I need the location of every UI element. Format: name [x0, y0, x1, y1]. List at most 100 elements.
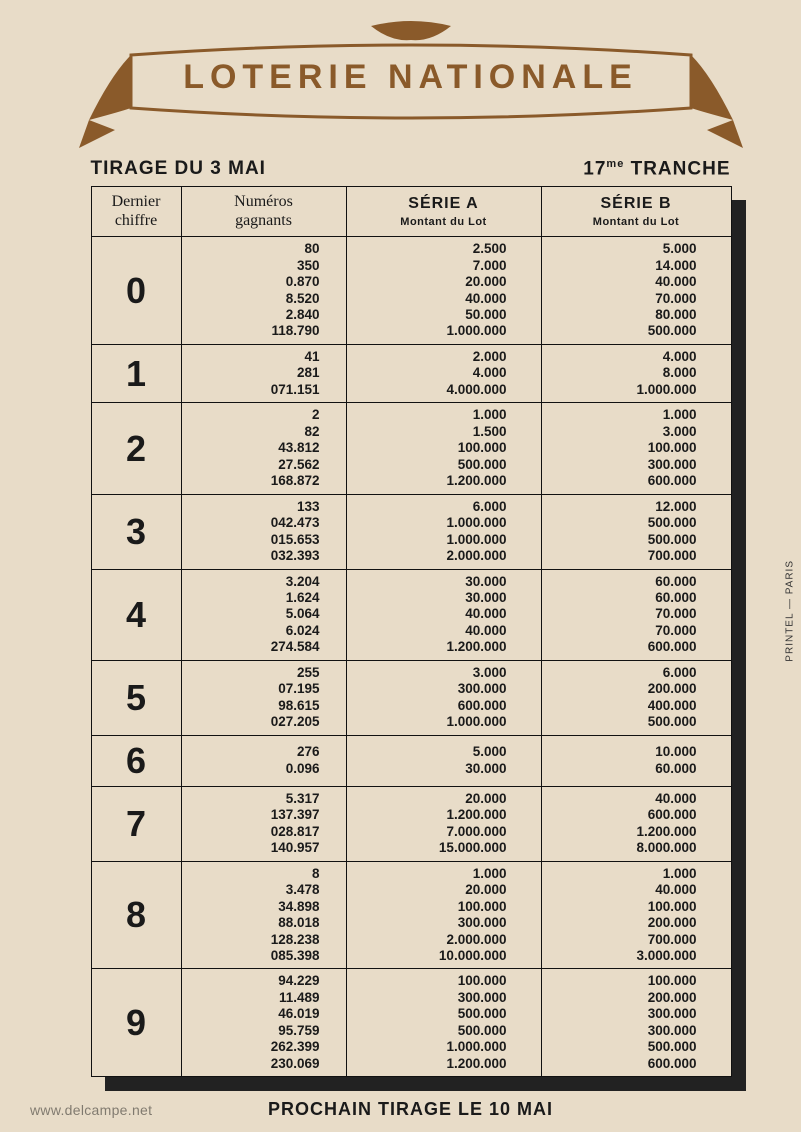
serie-b-amount-value: 3.000: [548, 424, 697, 440]
table-row: 228243.81227.562168.8721.0001.500100.000…: [91, 403, 731, 494]
winning-numbers-value: 137.397: [188, 807, 320, 823]
serie-a-amount: 5.00030.000: [346, 735, 541, 786]
serie-a-amount-value: 100.000: [353, 899, 507, 915]
winning-numbers-value: 0.096: [188, 761, 320, 777]
serie-a-amount-value: 20.000: [353, 882, 507, 898]
winning-numbers-value: 11.489: [188, 990, 320, 1006]
winning-numbers-value: 168.872: [188, 473, 320, 489]
serie-b-amount-value: 500.000: [548, 515, 697, 531]
winning-numbers-value: 82: [188, 424, 320, 440]
results-tbody: 0803500.8708.5202.840118.7902.5007.00020…: [91, 237, 731, 1077]
table-row: 62760.0965.00030.00010.00060.000: [91, 735, 731, 786]
winning-numbers-value: 3.478: [188, 882, 320, 898]
serie-b-amount-value: 1.000: [548, 866, 697, 882]
serie-b-amount-value: 1.000.000: [548, 382, 697, 398]
next-draw-footer: PROCHAIN TIRAGE LE 10 MAI: [60, 1099, 761, 1120]
serie-b-amount-value: 1.200.000: [548, 824, 697, 840]
last-digit: 2: [91, 403, 181, 494]
winning-numbers-value: 276: [188, 744, 320, 760]
serie-b-amount-value: 5.000: [548, 241, 697, 257]
serie-a-amount-value: 100.000: [353, 440, 507, 456]
winning-numbers-value: 2.840: [188, 307, 320, 323]
serie-b-amount-value: 300.000: [548, 457, 697, 473]
winning-numbers-value: 027.205: [188, 714, 320, 730]
lottery-results-page: LOTERIE NATIONALE TIRAGE DU 3 MAI 17me T…: [0, 0, 801, 1132]
winning-numbers-value: 140.957: [188, 840, 320, 856]
winning-numbers: 133042.473015.653032.393: [181, 494, 346, 569]
serie-a-amount-value: 7.000: [353, 258, 507, 274]
serie-b-amount-value: 500.000: [548, 323, 697, 339]
winning-numbers: 5.317137.397028.817140.957: [181, 786, 346, 861]
winning-numbers: 94.22911.48946.01995.759262.399230.069: [181, 969, 346, 1077]
serie-b-amount-value: 70.000: [548, 606, 697, 622]
draw-date: TIRAGE DU 3 MAI: [91, 158, 266, 180]
serie-a-amount: 3.000300.000600.0001.000.000: [346, 660, 541, 735]
winning-numbers-value: 128.238: [188, 932, 320, 948]
table-row: 3133042.473015.653032.3936.0001.000.0001…: [91, 494, 731, 569]
serie-b-title: SÉRIE B: [600, 195, 671, 212]
serie-b-amount: 1.0003.000100.000300.000600.000: [541, 403, 731, 494]
results-table-wrap: Dernier chiffre Numéros gagnants SÉRIE A…: [91, 186, 731, 1077]
serie-a-amount-value: 500.000: [353, 1006, 507, 1022]
serie-a-amount-value: 4.000.000: [353, 382, 507, 398]
last-digit: 7: [91, 786, 181, 861]
winning-numbers-value: 1.624: [188, 590, 320, 606]
serie-b-amount-value: 300.000: [548, 1023, 697, 1039]
serie-a-amount-value: 500.000: [353, 1023, 507, 1039]
serie-b-subtitle: Montant du Lot: [546, 216, 727, 229]
winning-numbers: 41281071.151: [181, 344, 346, 402]
col-header-serie-b: SÉRIE B Montant du Lot: [541, 187, 731, 237]
subheader: TIRAGE DU 3 MAI 17me TRANCHE: [91, 158, 731, 180]
winning-numbers: 83.47834.89888.018128.238085.398: [181, 861, 346, 969]
serie-a-amount-value: 2.000.000: [353, 932, 507, 948]
serie-a-amount-value: 500.000: [353, 457, 507, 473]
serie-a-amount: 6.0001.000.0001.000.0002.000.000: [346, 494, 541, 569]
winning-numbers-value: 41: [188, 349, 320, 365]
serie-b-amount-value: 600.000: [548, 473, 697, 489]
serie-b-amount-value: 8.000: [548, 365, 697, 381]
winning-numbers: 25507.19598.615027.205: [181, 660, 346, 735]
winning-numbers-value: 8: [188, 866, 320, 882]
serie-b-amount: 4.0008.0001.000.000: [541, 344, 731, 402]
table-row: 883.47834.89888.018128.238085.3981.00020…: [91, 861, 731, 969]
serie-a-amount-value: 600.000: [353, 698, 507, 714]
last-digit: 8: [91, 861, 181, 969]
winning-numbers-value: 350: [188, 258, 320, 274]
serie-a-amount-value: 1.000.000: [353, 323, 507, 339]
serie-a-title: SÉRIE A: [408, 195, 478, 212]
serie-a-amount-value: 1.000.000: [353, 532, 507, 548]
winning-numbers-value: 27.562: [188, 457, 320, 473]
serie-b-amount-value: 100.000: [548, 973, 697, 989]
serie-b-amount-value: 4.000: [548, 349, 697, 365]
serie-a-amount-value: 40.000: [353, 291, 507, 307]
serie-b-amount-value: 500.000: [548, 532, 697, 548]
serie-b-amount-value: 600.000: [548, 1056, 697, 1072]
winning-numbers-value: 5.064: [188, 606, 320, 622]
source-watermark: www.delcampe.net: [30, 1102, 152, 1118]
serie-b-amount-value: 70.000: [548, 623, 697, 639]
serie-a-amount-value: 40.000: [353, 606, 507, 622]
serie-b-amount-value: 300.000: [548, 1006, 697, 1022]
serie-a-amount-value: 1.200.000: [353, 807, 507, 823]
serie-a-amount: 30.00030.00040.00040.0001.200.000: [346, 569, 541, 660]
serie-b-amount-value: 40.000: [548, 791, 697, 807]
serie-a-amount-value: 30.000: [353, 590, 507, 606]
serie-a-amount-value: 6.000: [353, 499, 507, 515]
winning-numbers-value: 118.790: [188, 323, 320, 339]
last-digit: 0: [91, 237, 181, 345]
last-digit: 6: [91, 735, 181, 786]
serie-a-amount-value: 30.000: [353, 574, 507, 590]
serie-a-amount-value: 1.200.000: [353, 639, 507, 655]
serie-b-amount: 60.00060.00070.00070.000600.000: [541, 569, 731, 660]
serie-a-amount-value: 20.000: [353, 274, 507, 290]
serie-a-amount-value: 1.500: [353, 424, 507, 440]
winning-numbers-value: 262.399: [188, 1039, 320, 1055]
serie-a-amount-value: 40.000: [353, 623, 507, 639]
serie-b-amount-value: 700.000: [548, 548, 697, 564]
winning-numbers-value: 88.018: [188, 915, 320, 931]
serie-b-amount-value: 10.000: [548, 744, 697, 760]
serie-a-amount-value: 1.000.000: [353, 1039, 507, 1055]
winning-numbers-value: 274.584: [188, 639, 320, 655]
serie-a-amount-value: 10.000.000: [353, 948, 507, 964]
serie-a-amount-value: 50.000: [353, 307, 507, 323]
